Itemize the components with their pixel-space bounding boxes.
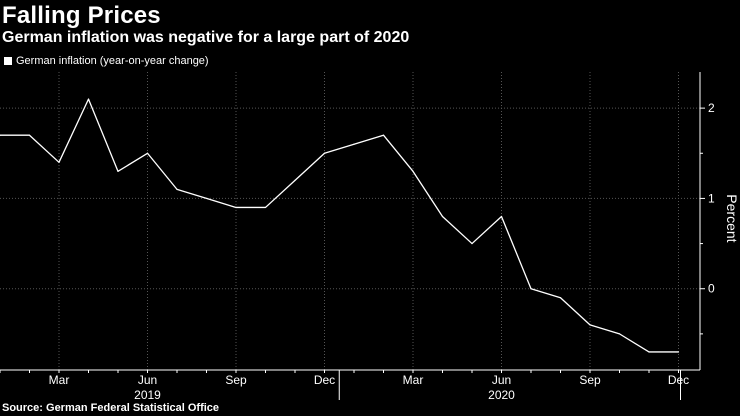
x-tick-label: Jun	[138, 373, 157, 387]
year-label: 2019	[134, 388, 161, 402]
x-tick-label: Jun	[492, 373, 511, 387]
data-point	[58, 161, 60, 163]
data-point	[618, 333, 621, 335]
series-lines	[0, 98, 680, 353]
data-point	[294, 179, 296, 181]
data-point	[441, 215, 444, 218]
data-point	[382, 134, 385, 136]
year-label: 2020	[488, 388, 515, 402]
axis-labels: 0 1 2 Mar Jun Sep Dec Mar Jun Sep Dec 2019 2020 Perce…	[49, 101, 740, 402]
data-point	[589, 324, 591, 326]
data-point	[28, 134, 31, 136]
x-tick-label: Sep	[225, 373, 247, 387]
chart-title: Falling Prices	[2, 2, 161, 29]
data-point	[146, 152, 149, 154]
data-point	[677, 351, 680, 353]
grid-lines	[0, 72, 700, 370]
x-tick-label: Mar	[403, 373, 424, 387]
source-note: Source: German Federal Statistical Offic…	[2, 402, 220, 414]
x-tick-label: Mar	[49, 373, 70, 387]
legend: German inflation (year-on-year change)	[4, 55, 209, 67]
x-tick-label: Dec	[668, 373, 689, 387]
data-point	[500, 215, 503, 218]
x-tick-label: Sep	[579, 373, 601, 387]
data-point	[353, 143, 355, 145]
y-tick-label: 0	[708, 282, 715, 296]
y-axis-label: Percent	[724, 194, 740, 242]
y-tick-label: 1	[708, 191, 715, 205]
data-point	[559, 297, 562, 299]
chart-subtitle: German inflation was negative for a larg…	[2, 29, 410, 46]
data-point	[323, 152, 326, 154]
data-point	[235, 206, 237, 209]
data-point	[205, 197, 208, 200]
data-point	[471, 242, 473, 245]
data-point	[176, 188, 178, 190]
legend-swatch	[4, 57, 12, 65]
y-tick-label: 2	[708, 101, 715, 115]
data-point	[648, 351, 650, 353]
data-point	[117, 170, 119, 172]
axes	[0, 72, 705, 400]
legend-label: German inflation (year-on-year change)	[16, 55, 209, 67]
x-tick-label: Dec	[314, 373, 335, 387]
data-point	[264, 206, 267, 209]
data-point	[530, 288, 532, 290]
series-line	[0, 98, 679, 353]
data-point	[0, 134, 1, 136]
data-point	[412, 170, 414, 172]
data-point	[87, 98, 90, 100]
